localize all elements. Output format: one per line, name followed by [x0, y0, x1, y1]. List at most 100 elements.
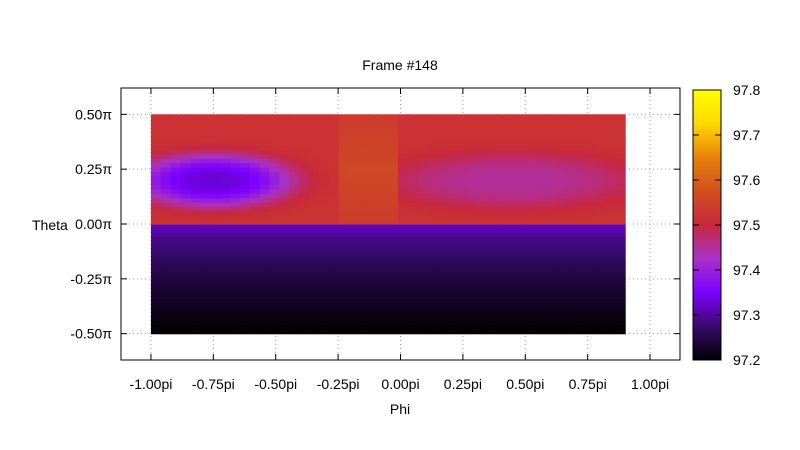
heat-cell	[437, 149, 448, 155]
heat-cell	[536, 232, 547, 238]
heat-cell	[259, 210, 271, 216]
heat-cell	[269, 245, 280, 251]
heat-cell	[397, 175, 409, 181]
heat-cell	[239, 302, 251, 308]
heat-cell	[486, 114, 498, 120]
heat-cell	[427, 237, 439, 243]
heat-cell	[308, 237, 320, 243]
heat-cell	[299, 294, 310, 300]
heatmap-cells	[150, 114, 626, 335]
y-tick-label: -0.25π	[70, 271, 112, 287]
heat-cell	[565, 272, 577, 278]
heat-cell	[605, 254, 616, 260]
heat-cell	[615, 285, 626, 291]
heat-cell	[170, 224, 182, 229]
heat-cell	[239, 245, 251, 251]
heat-cell	[516, 267, 527, 273]
heat-cell	[299, 145, 310, 151]
heat-cell	[575, 298, 587, 304]
heat-cell	[595, 245, 606, 251]
heat-cell	[180, 267, 192, 273]
heat-cell	[407, 289, 419, 295]
y-tick-label: 0.25π	[75, 161, 112, 177]
colorbar-tick-label: 97.8	[733, 82, 760, 98]
heat-cell	[318, 294, 330, 300]
heat-cell	[269, 202, 280, 208]
heat-cell	[210, 294, 221, 300]
heat-cell	[328, 145, 340, 151]
heat-cell	[595, 158, 606, 164]
heat-cell	[486, 320, 498, 326]
heat-cell	[417, 153, 429, 159]
heat-cell	[516, 219, 527, 225]
heat-cell	[299, 197, 310, 203]
heat-cell	[546, 311, 557, 317]
heat-cell	[506, 285, 518, 291]
heat-cell	[595, 267, 606, 273]
heat-cell	[338, 241, 350, 247]
heat-cell	[338, 145, 350, 151]
heat-cell	[615, 180, 626, 186]
heat-cell	[447, 158, 458, 164]
heat-cell	[220, 149, 231, 155]
heat-cell	[605, 272, 616, 278]
heat-cell	[595, 316, 606, 322]
heat-cell	[210, 184, 221, 190]
heat-cell	[536, 285, 547, 291]
heat-cell	[467, 131, 478, 137]
heat-cell	[289, 136, 300, 142]
heat-cell	[328, 254, 340, 260]
heat-cell	[150, 175, 162, 181]
heat-cell	[467, 324, 478, 330]
heat-cell	[210, 202, 221, 208]
heat-cell	[348, 320, 359, 326]
heat-cell	[437, 123, 448, 129]
heat-cell	[328, 298, 340, 304]
heat-cell	[397, 180, 409, 186]
heat-cell	[506, 276, 518, 282]
heat-cell	[378, 210, 389, 216]
heat-cell	[259, 193, 271, 199]
heat-cell	[259, 127, 271, 133]
heat-cell	[546, 188, 557, 194]
heat-cell	[397, 329, 409, 335]
heat-cell	[289, 219, 300, 225]
heat-cell	[437, 158, 448, 164]
heat-cell	[259, 114, 271, 120]
heat-cell	[467, 289, 478, 295]
heat-cell	[575, 131, 587, 137]
heat-cell	[615, 175, 626, 181]
heat-cell	[220, 145, 231, 151]
heat-cell	[486, 140, 498, 146]
heat-cell	[308, 197, 320, 203]
heat-cell	[220, 158, 231, 164]
heat-cell	[615, 267, 626, 273]
heat-cell	[239, 276, 251, 282]
heat-cell	[180, 180, 192, 186]
heat-cell	[259, 153, 271, 159]
heat-cell	[299, 267, 310, 273]
heat-cell	[476, 215, 488, 221]
heat-cell	[210, 197, 221, 203]
heat-cell	[338, 219, 350, 225]
heat-cell	[160, 324, 172, 330]
heat-cell	[467, 136, 478, 142]
heat-cell	[516, 302, 527, 308]
heat-cell	[526, 228, 537, 234]
heat-cell	[457, 267, 468, 273]
heat-cell	[575, 250, 587, 256]
heat-cell	[348, 302, 359, 308]
heat-cell	[575, 329, 587, 335]
heat-cell	[338, 118, 350, 124]
heat-cell	[190, 245, 201, 251]
heat-cell	[397, 276, 409, 282]
heat-cell	[269, 259, 280, 265]
heat-cell	[259, 324, 271, 330]
heat-cell	[150, 131, 162, 137]
heat-cell	[368, 307, 379, 313]
heat-cell	[180, 131, 192, 137]
colorbar-tick-label: 97.4	[733, 262, 760, 278]
heat-cell	[259, 245, 271, 251]
heat-cell	[486, 289, 498, 295]
heat-cell	[328, 149, 340, 155]
